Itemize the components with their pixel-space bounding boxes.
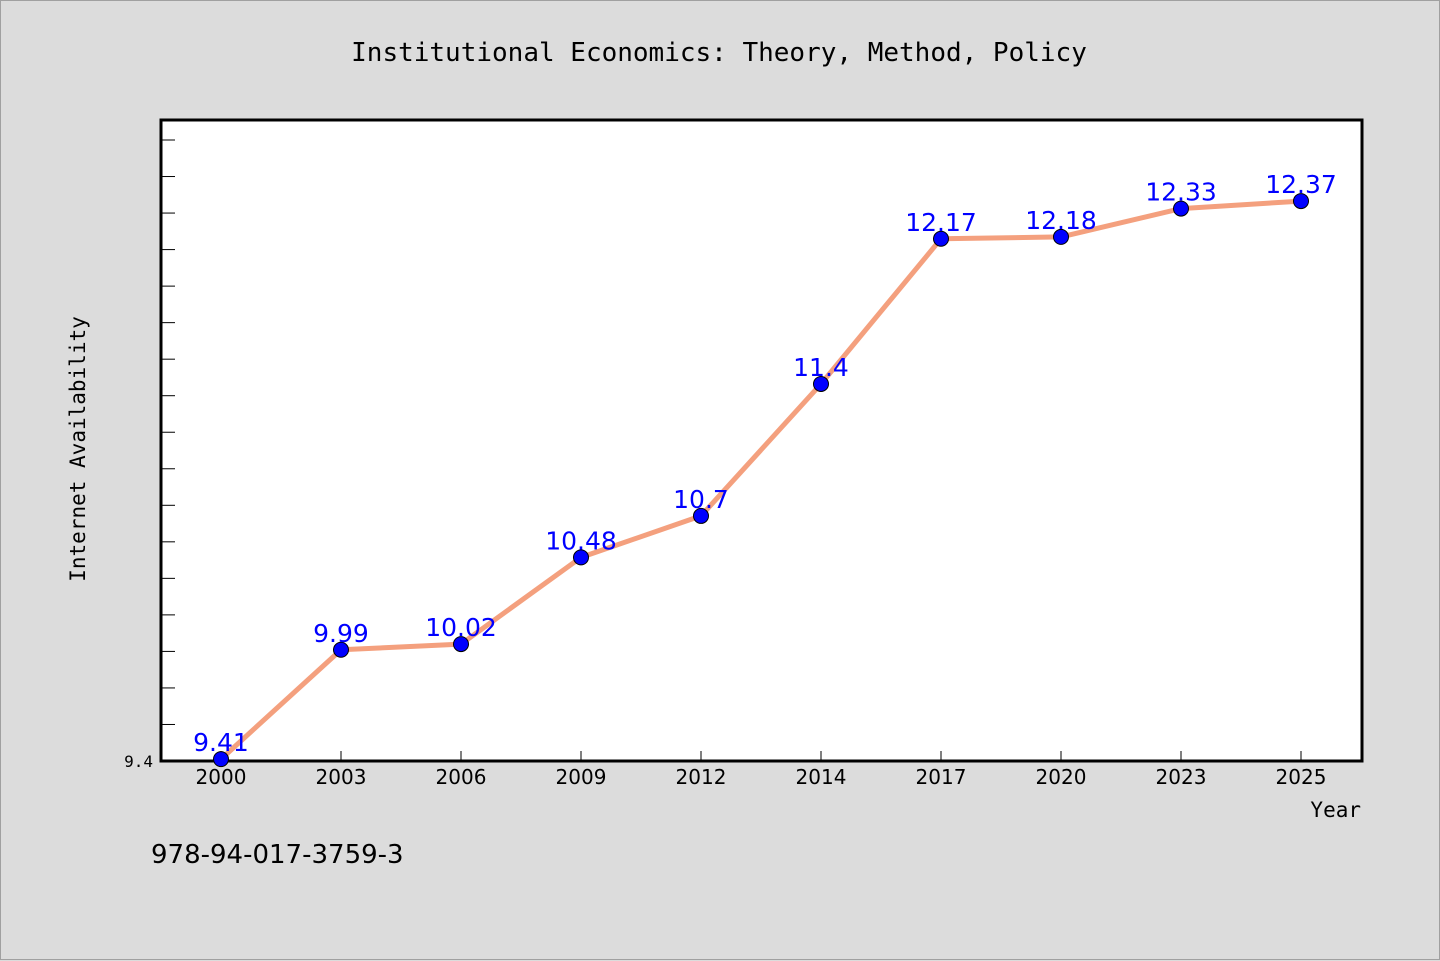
x-tick-label: 2009 — [556, 765, 607, 789]
x-tick-label: 2000 — [196, 765, 247, 789]
data-label-layer: 9.41 9.99 10.02 10.48 10.7 11.4 12.17 12.18 12.3… — [193, 170, 1337, 757]
data-label: 9.99 — [313, 619, 369, 648]
data-point — [933, 230, 949, 247]
x-tick-label: 2003 — [316, 765, 367, 789]
data-label: 10.02 — [425, 613, 497, 642]
x-axis-tick-labels: 2000 2003 2006 2009 2012 2014 2017 2020 2023 2025 — [196, 765, 1327, 789]
x-tick-label: 2017 — [916, 765, 967, 789]
data-point — [333, 641, 349, 658]
data-label: 10.7 — [673, 485, 729, 514]
y-axis-label: Internet Availability — [66, 316, 90, 582]
data-point — [813, 375, 829, 392]
x-tick-label: 2025 — [1276, 765, 1327, 789]
data-label: 9.41 — [193, 728, 249, 757]
series-layer — [213, 193, 1309, 768]
isbn-label: 978-94-017-3759-3 — [151, 840, 404, 870]
data-point — [213, 751, 229, 768]
data-point — [573, 549, 589, 566]
x-tick-label: 2006 — [436, 765, 487, 789]
chart-title: Institutional Economics: Theory, Method,… — [351, 38, 1087, 68]
data-point — [453, 636, 469, 653]
y-axis-ticks — [161, 139, 175, 762]
data-label: 12.37 — [1265, 170, 1337, 199]
y-tick-label: 9.4 — [124, 752, 153, 771]
data-label: 12.18 — [1025, 206, 1097, 235]
data-label: 11.4 — [793, 353, 849, 382]
x-tick-label: 2014 — [796, 765, 847, 789]
x-tick-label: 2023 — [1156, 765, 1207, 789]
y-axis-tick-labels: 9.4 — [124, 752, 153, 771]
series-line — [219, 198, 1302, 761]
data-label: 12.33 — [1145, 178, 1217, 207]
data-point — [1053, 228, 1069, 245]
plot-area — [159, 118, 1364, 763]
data-point — [1173, 200, 1189, 217]
data-point — [693, 507, 709, 524]
x-tick-label: 2020 — [1036, 765, 1087, 789]
data-label: 12.17 — [905, 208, 977, 237]
data-point — [1293, 193, 1309, 210]
x-tick-label: 2012 — [676, 765, 727, 789]
x-axis-label: Year — [1310, 798, 1361, 822]
data-label: 10.48 — [545, 526, 617, 555]
